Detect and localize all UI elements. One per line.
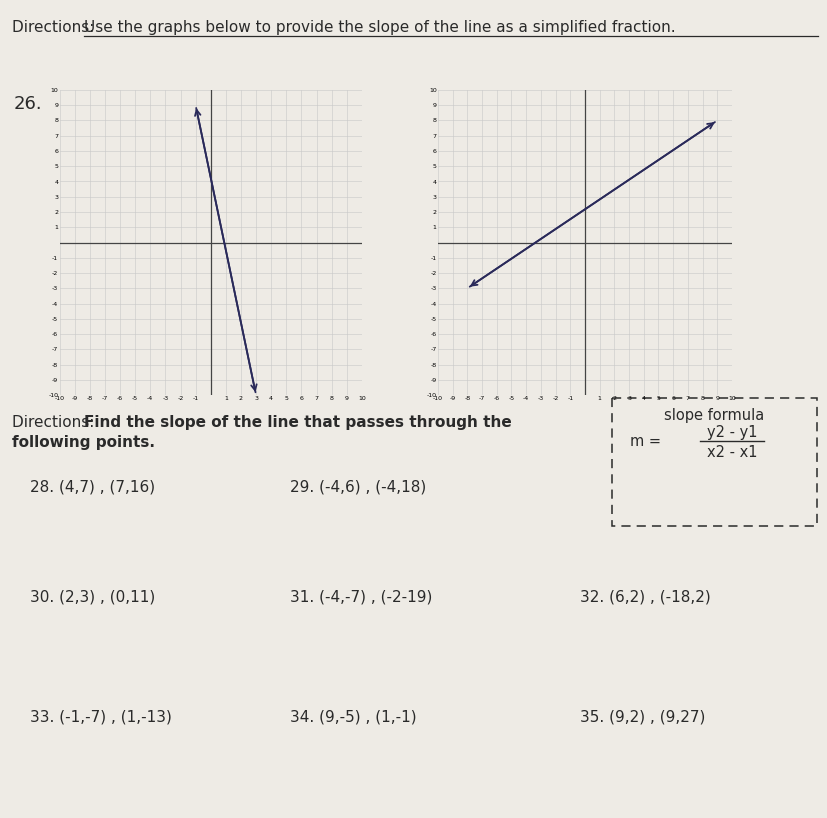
Text: 35. (9,2) , (9,27): 35. (9,2) , (9,27) (579, 710, 705, 725)
Text: Directions:: Directions: (12, 20, 99, 35)
Text: 29. (-4,6) , (-4,18): 29. (-4,6) , (-4,18) (289, 480, 426, 495)
Text: 31. (-4,-7) , (-2-19): 31. (-4,-7) , (-2-19) (289, 590, 432, 605)
Text: 34. (9,-5) , (1,-1): 34. (9,-5) , (1,-1) (289, 710, 416, 725)
Text: 27.: 27. (439, 95, 468, 113)
Text: 33. (-1,-7) , (1,-13): 33. (-1,-7) , (1,-13) (30, 710, 172, 725)
Text: y2 - y1: y2 - y1 (706, 425, 757, 440)
Text: 32. (6,2) , (-18,2): 32. (6,2) , (-18,2) (579, 590, 710, 605)
Text: slope formula: slope formula (663, 408, 763, 423)
Text: 26.: 26. (14, 95, 42, 113)
Text: x2 - x1: x2 - x1 (706, 445, 757, 460)
Text: Find the slope of the line that passes through the: Find the slope of the line that passes t… (84, 415, 511, 430)
Text: following points.: following points. (12, 435, 155, 450)
Text: 28. (4,7) , (7,16): 28. (4,7) , (7,16) (30, 480, 155, 495)
Text: Use the graphs below to provide the slope of the line as a simplified fraction.: Use the graphs below to provide the slop… (84, 20, 675, 35)
Bar (611, 398, 816, 526)
Text: 30. (2,3) , (0,11): 30. (2,3) , (0,11) (30, 590, 155, 605)
Text: m =: m = (629, 434, 665, 448)
Text: Directions:: Directions: (12, 415, 99, 430)
